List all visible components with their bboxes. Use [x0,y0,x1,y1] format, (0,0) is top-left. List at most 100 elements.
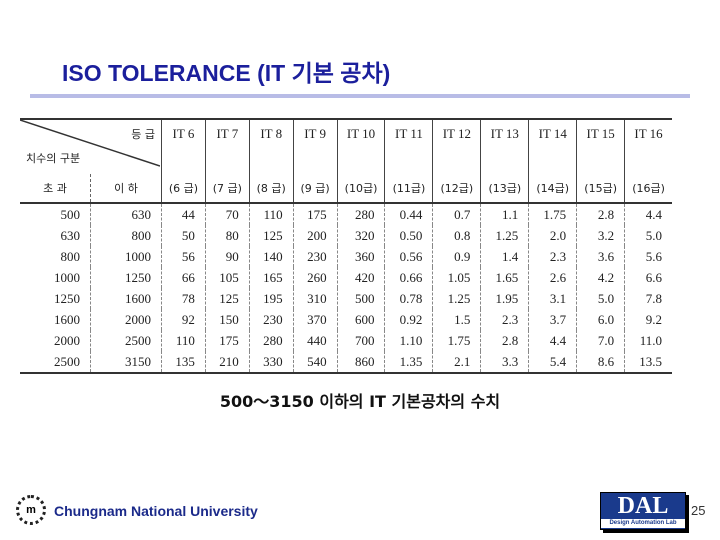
tolerance-value: 1.5 [432,309,481,330]
tolerance-value: 66 [161,267,206,288]
grade-label: (16급) [624,174,672,204]
university-name: Chungnam National University [54,503,258,519]
tolerance-value: 140 [248,246,294,267]
tolerance-value: 135 [161,351,206,374]
tolerance-value: 310 [292,288,338,309]
tolerance-value: 80 [204,225,250,246]
over-value: 1600 [54,311,80,327]
corner-grade-label: 등 급 [131,128,155,141]
tolerance-value: 90 [204,246,250,267]
tolerance-value: 1.05 [432,267,481,288]
upto-value: 630 [90,203,162,225]
tolerance-value: 1.10 [384,330,433,351]
upto-value: 800 [90,225,162,246]
title-divider [30,94,690,98]
grade-header: IT 7 [204,118,250,174]
upto-value: 3150 [90,351,162,374]
tolerance-value: 3.1 [528,288,577,309]
tolerance-value: 0.78 [384,288,433,309]
upto-value: 1600 [90,288,162,309]
tolerance-value: 195 [248,288,294,309]
table-row: 1600 2000 92 150 230 370 600 0.92 1.5 2.3 3.7 6.0 9.… [20,309,672,330]
grade-header: IT 10 [336,118,385,174]
tolerance-value: 125 [248,225,294,246]
tolerance-value: 3.7 [528,309,577,330]
upto-value: 2500 [90,330,162,351]
tolerance-value: 2.3 [480,309,529,330]
tolerance-value: 1.65 [480,267,529,288]
over-value: 800 [60,248,81,264]
grade-label: (12급) [432,174,481,204]
tolerance-value: 2.8 [576,203,625,225]
tolerance-value: 6.0 [576,309,625,330]
tolerance-value: 1.25 [480,225,529,246]
tolerance-value: 5.6 [624,246,672,267]
tolerance-value: 360 [336,246,385,267]
tolerance-value: 230 [248,309,294,330]
tolerance-value: 200 [292,225,338,246]
table-row: 2500 3150 135 210 330 540 860 1.35 2.1 3.3 5.4 8.6 1… [20,351,672,374]
over-value: 1250 [54,290,80,306]
table-row: 2000 2500 110 175 280 440 700 1.10 1.75 2.8 4.4 7.0… [20,330,672,351]
grade-header: IT 6 [161,118,206,174]
tolerance-value: 0.66 [384,267,433,288]
tolerance-value: 78 [161,288,206,309]
tolerance-value: 1.95 [480,288,529,309]
dal-logo: DAL Design Automation Lab [600,492,686,530]
tolerance-value: 9.2 [624,309,672,330]
over-value: 2500 [20,351,91,374]
tolerance-value: 370 [292,309,338,330]
tolerance-value: 2.3 [528,246,577,267]
tolerance-value: 1.25 [432,288,481,309]
tolerance-value: 2.0 [528,225,577,246]
tolerance-value: 0.92 [384,309,433,330]
tolerance-value: 2.6 [528,267,577,288]
tolerance-value: 0.44 [384,203,433,225]
tolerance-value: 440 [292,330,338,351]
tolerance-value: 330 [248,351,294,374]
over-value: 500 [60,206,81,222]
tolerance-value: 0.50 [384,225,433,246]
tolerance-value: 320 [336,225,385,246]
tolerance-value: 500 [336,288,385,309]
tolerance-value: 0.9 [432,246,481,267]
tolerance-value: 105 [204,267,250,288]
tolerance-value: 44 [161,203,206,225]
tolerance-value: 260 [292,267,338,288]
grade-header: IT 8 [248,118,294,174]
university-logo: m [16,495,46,525]
upto-value: 1000 [90,246,162,267]
tolerance-value: 3.3 [480,351,529,374]
grade-label: (9 급) [292,174,338,204]
grade-label: (14급) [528,174,577,204]
tolerance-value: 56 [161,246,206,267]
diagonal-line [20,120,160,167]
grade-label: (15급) [576,174,625,204]
tolerance-value: 1.1 [480,203,529,225]
grade-header: IT 9 [292,118,338,174]
tolerance-value: 110 [248,203,294,225]
grade-label: (11급) [384,174,433,204]
tolerance-value: 210 [204,351,250,374]
over-value: 630 [60,227,81,243]
tolerance-value: 1.75 [432,330,481,351]
tolerance-value: 0.56 [384,246,433,267]
table-row: 800 1000 56 90 140 230 360 0.56 0.9 1.4 2.3 3.6 5.6 [20,246,672,267]
grade-label: (13급) [480,174,529,204]
grade-header: IT 14 [528,118,577,174]
tolerance-value: 2.1 [432,351,481,374]
table-row: 1250 1600 78 125 195 310 500 0.78 1.25 1.95 3.1 5.0… [20,288,672,309]
dal-logo-subtitle: Design Automation Lab [601,519,685,528]
tolerance-value: 8.6 [576,351,625,374]
page-number: 25 [691,503,706,518]
tolerance-value: 280 [336,203,385,225]
tolerance-value: 4.4 [624,203,672,225]
tolerance-value: 1.35 [384,351,433,374]
tolerance-value: 860 [336,351,385,374]
upto-header: 이 하 [90,174,162,204]
tolerance-value: 3.6 [576,246,625,267]
grade-label: (6 급) [161,174,206,204]
grade-header: IT 16 [624,118,672,174]
tolerance-value: 420 [336,267,385,288]
over-header: 초 과 [20,174,91,204]
